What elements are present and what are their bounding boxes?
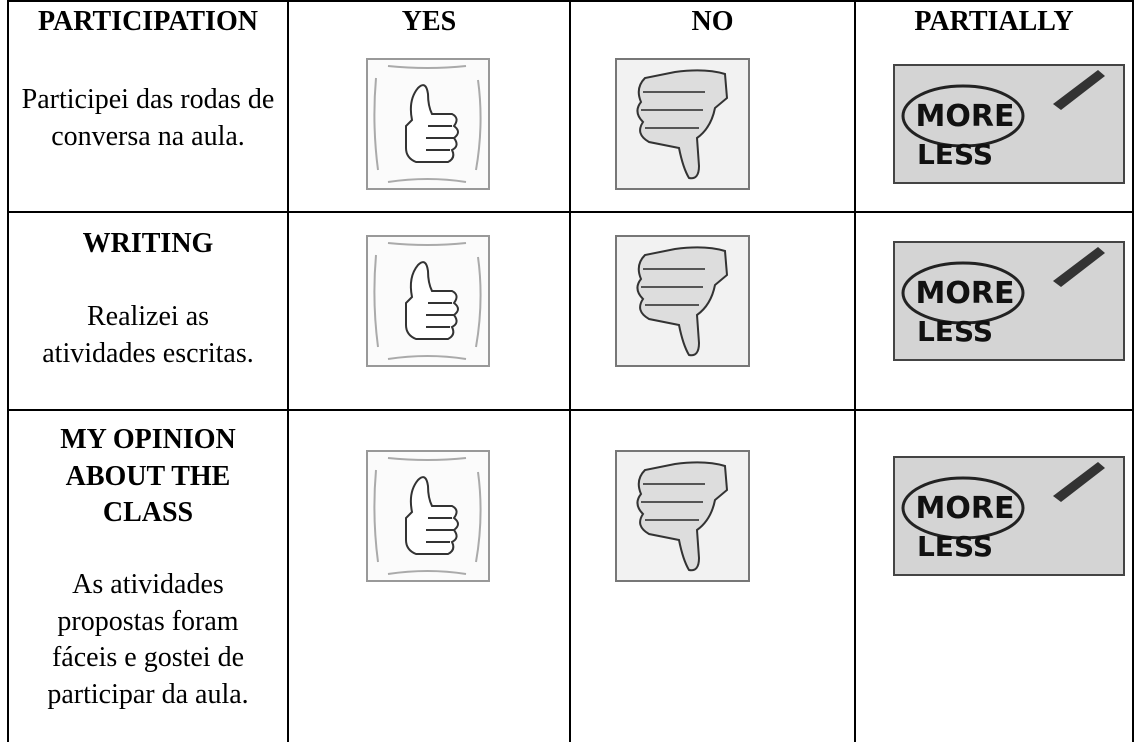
border (8, 211, 1134, 213)
thumbs-up-image (366, 450, 491, 588)
border (287, 0, 289, 742)
row-title: MY OPINION ABOUT THE CLASS (60, 424, 236, 528)
thumbs-up-image-drawing (366, 58, 490, 190)
image-text: MORE (916, 276, 1015, 311)
image-text: LESS (917, 138, 993, 171)
border (1132, 0, 1134, 742)
more-less-image-drawing: MORE LESS (893, 241, 1125, 361)
thumbs-up-image-drawing (366, 235, 490, 367)
image-text: LESS (917, 530, 993, 563)
image-text: MORE (916, 99, 1015, 134)
more-less-image-drawing: MORE LESS (893, 456, 1125, 576)
row-text: As atividades propostas foram fáceis e g… (47, 569, 249, 710)
column-header: NO (691, 6, 734, 37)
row-title: WRITING (82, 228, 214, 259)
thumbs-up-image (366, 235, 491, 373)
border (854, 0, 856, 742)
border (8, 409, 1134, 411)
thumbs-down-image (615, 450, 751, 588)
image-text: LESS (917, 315, 993, 348)
image-text: MORE (916, 491, 1015, 526)
thumbs-down-image-drawing (615, 450, 750, 582)
border (8, 0, 1134, 2)
row-text: Participei das rodas de conversa na aula… (21, 84, 275, 152)
column-header: PARTIALLY (914, 6, 1074, 37)
more-less-image: MORE LESS (893, 241, 1126, 367)
thumbs-up-image-drawing (366, 450, 490, 582)
thumbs-down-image-drawing (615, 58, 750, 190)
border (569, 0, 571, 742)
border (7, 0, 9, 742)
thumbs-down-image-drawing (615, 235, 750, 367)
row-title: PARTICIPATION (38, 6, 258, 37)
more-less-image: MORE LESS (893, 456, 1126, 582)
more-less-image-drawing: MORE LESS (893, 64, 1125, 184)
column-header: YES (401, 6, 457, 37)
more-less-image: MORE LESS (893, 64, 1126, 190)
row-text: Realizei as atividades escritas. (42, 301, 254, 369)
thumbs-down-image (615, 235, 751, 373)
thumbs-down-image (615, 58, 751, 196)
thumbs-up-image (366, 58, 491, 196)
